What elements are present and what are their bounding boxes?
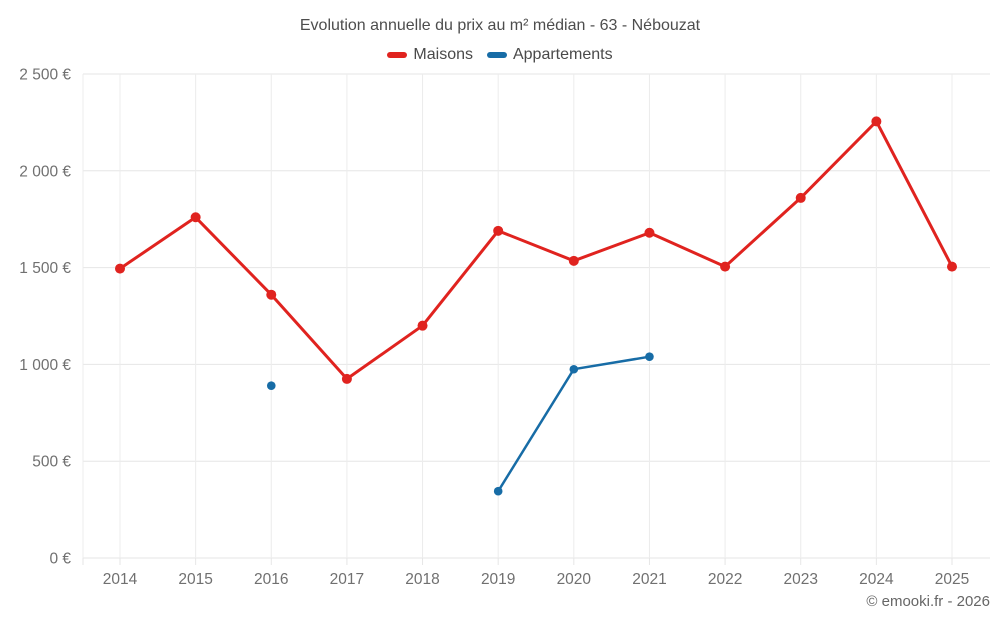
legend-item-maisons[interactable]: Maisons (387, 46, 473, 64)
x-axis-label-2024: 2024 (859, 571, 894, 588)
legend-marker-maisons (387, 52, 408, 58)
y-axis-label-2000: 2 000 € (19, 163, 71, 180)
x-axis-label-2019: 2019 (481, 571, 515, 588)
maisons-point-2023[interactable] (795, 192, 806, 203)
axis-layer: 0 € 500 € 1 000 € 1 500 € 2 000 € 2 500 € 2014… (19, 67, 969, 589)
maisons-point-2017[interactable] (341, 373, 352, 384)
appartements-point-2020[interactable] (569, 364, 579, 374)
x-axis-label-2022: 2022 (708, 571, 742, 588)
y-axis-label-500: 500 € (32, 454, 71, 471)
x-axis-label-2016: 2016 (254, 571, 288, 588)
y-axis-label-2500: 2 500 € (19, 67, 71, 84)
x-axis-label-2015: 2015 (178, 571, 212, 588)
appartements-point-2019[interactable] (493, 486, 503, 496)
legend-label: Maisons (413, 46, 473, 63)
maisons-line (118, 119, 954, 381)
x-axis-label-2023: 2023 (783, 571, 817, 588)
x-axis-label-2021: 2021 (632, 571, 666, 588)
maisons-point-2022[interactable] (720, 261, 731, 272)
x-axis-label-2017: 2017 (330, 571, 364, 588)
grid-layer (82, 73, 990, 559)
appartements-point-2016[interactable] (266, 381, 276, 390)
maisons-point-2024[interactable] (871, 116, 882, 127)
chart-legend: Maisons Appartements (0, 46, 1000, 64)
x-axis-label-2020: 2020 (557, 571, 592, 588)
appartements-point-2021[interactable] (645, 352, 654, 361)
maisons-point-2020[interactable] (568, 255, 579, 266)
x-axis-label-2014: 2014 (103, 571, 138, 588)
maisons-point-2021[interactable] (644, 227, 655, 238)
series-layer (115, 116, 957, 496)
legend-marker-appartements (486, 52, 507, 58)
legend-label: Appartements (512, 46, 613, 63)
y-axis-label-1000: 1 000 € (19, 357, 71, 374)
y-axis-label-1500: 1 500 € (19, 260, 71, 277)
legend-item-appartements[interactable]: Appartements (486, 46, 613, 64)
y-axis-label-0: 0 € (49, 551, 71, 568)
maisons-point-2015[interactable] (190, 212, 201, 223)
x-axis-label-2018: 2018 (405, 571, 439, 588)
maisons-point-2025[interactable] (947, 261, 957, 272)
x-axis-label-2025: 2025 (935, 571, 969, 588)
maisons-point-2016[interactable] (266, 289, 277, 300)
maisons-point-2014[interactable] (115, 263, 125, 274)
maisons-point-2019[interactable] (493, 225, 504, 236)
copyright-watermark: © emooki.fr - 2026 (866, 593, 990, 610)
chart-title: Evolution annuelle du prix au m² médian … (299, 17, 701, 34)
maisons-point-2018[interactable] (417, 320, 428, 331)
